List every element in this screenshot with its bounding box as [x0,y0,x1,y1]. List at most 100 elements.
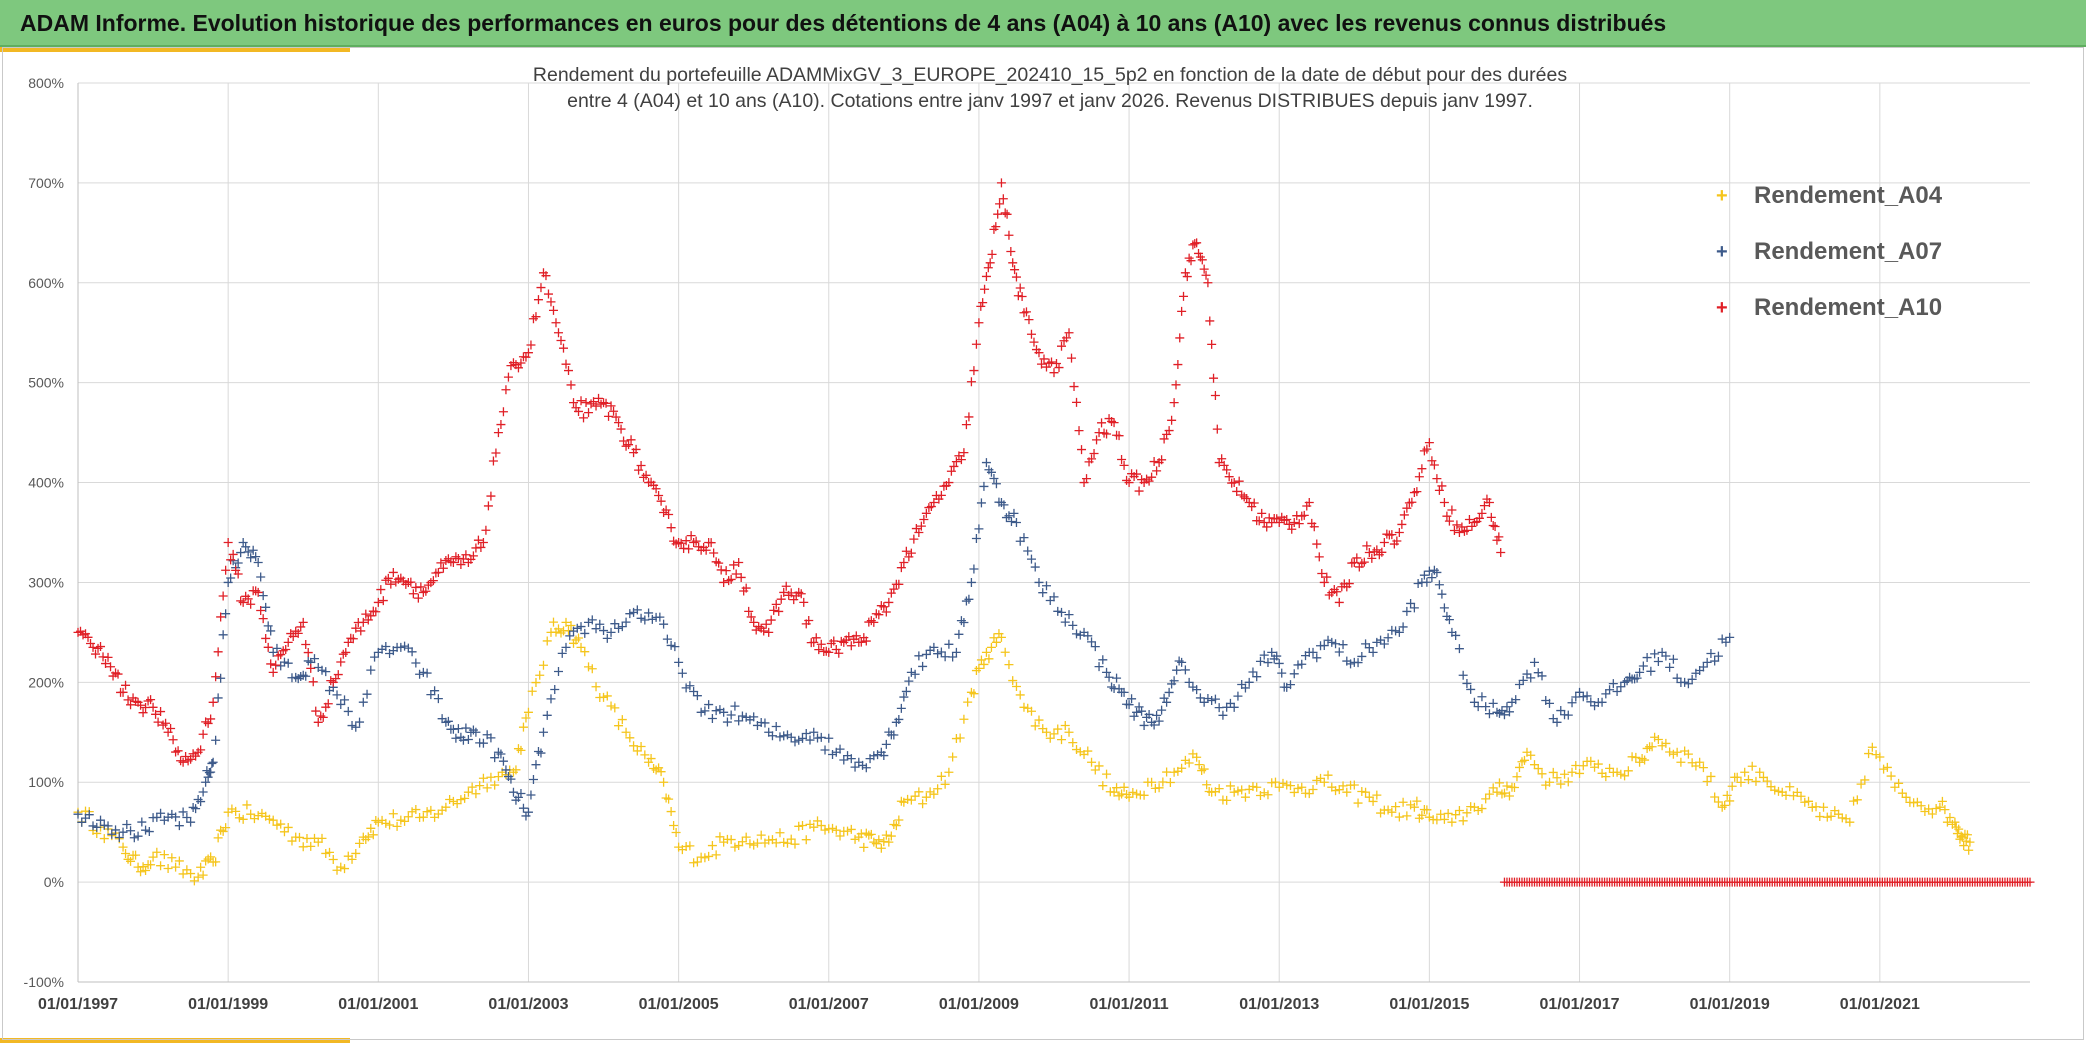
point-a10 [523,348,533,358]
point-a07 [1308,647,1318,657]
point-a10 [271,660,281,670]
point-a10 [168,735,178,745]
point-a04 [1270,777,1280,787]
point-a10 [1359,557,1369,567]
point-a07 [1638,661,1648,671]
point-a04 [1222,795,1232,805]
point-a10 [1274,518,1284,528]
point-a10 [1222,465,1232,475]
point-a04 [126,856,136,866]
point-a04 [1225,781,1235,791]
point-a04 [1282,780,1292,790]
point-a04 [1702,777,1712,787]
point-a07 [659,619,669,629]
point-a07 [999,500,1009,510]
point-a07 [981,458,991,468]
point-a10 [1117,454,1127,464]
point-a07 [1394,627,1404,637]
point-a04 [1034,715,1044,725]
point-a04 [963,697,973,707]
point-a10 [1262,522,1272,532]
point-a10 [1464,514,1474,524]
point-a10 [969,366,979,376]
point-a07 [1687,674,1697,684]
point-a07 [426,690,436,700]
point-a10 [1379,537,1389,547]
point-a04 [467,782,477,792]
point-a10 [266,659,276,669]
point-a07 [1462,678,1472,688]
point-a10 [856,637,866,647]
point-a10 [666,523,676,533]
point-a04 [1372,790,1382,800]
point-a04 [1815,812,1825,822]
point-a04 [1860,775,1870,785]
point-a04 [246,809,256,819]
point-a04 [846,824,856,834]
point-a10 [258,614,268,624]
point-a04 [1259,788,1269,798]
point-a04 [969,689,979,699]
point-a10 [436,558,446,568]
point-a10 [438,563,448,573]
point-a10 [186,754,196,764]
point-a10 [281,645,291,655]
point-a10 [553,328,563,338]
point-a04 [418,812,428,822]
point-a10 [1152,466,1162,476]
point-a04 [1526,750,1536,760]
point-a07 [779,731,789,741]
point-a04 [1710,792,1720,802]
point-a10 [706,538,716,548]
point-a07 [501,765,511,775]
point-a10 [216,612,226,622]
point-a04 [1736,777,1746,787]
point-a10 [213,647,223,657]
legend-marker-a07: + [1716,240,1728,263]
point-a04 [521,713,531,723]
point-a07 [1240,683,1250,693]
point-a10 [243,594,253,604]
point-a07 [1353,658,1363,668]
accent-bar-bottom [0,1038,350,1043]
point-a04 [1011,681,1021,691]
point-a04 [152,847,162,857]
point-a04 [1488,783,1498,793]
point-a10 [609,406,619,416]
point-a07 [974,524,984,534]
x-tick-label: 01/01/2019 [1690,996,1770,1013]
point-a10 [333,670,343,680]
y-tick-label: -100% [24,974,64,990]
point-a10 [1026,329,1036,339]
point-a04 [1278,778,1288,788]
point-a04 [749,840,759,850]
point-a07 [1721,637,1731,647]
point-a04 [148,852,158,862]
point-a04 [1940,805,1950,815]
point-a10 [1437,481,1447,491]
chart-title-line-1: Rendement du portefeuille ADAMMixGV_3_EU… [532,64,1568,86]
point-a10 [126,700,136,710]
point-a07 [1575,687,1585,697]
point-a10 [413,593,423,603]
point-a07 [1060,617,1070,627]
point-a04 [1124,792,1134,802]
point-a04 [734,841,744,851]
point-a07 [1586,697,1596,707]
point-a07 [933,649,943,659]
point-a04 [1349,780,1359,790]
point-a07 [964,594,974,604]
point-a10 [936,490,946,500]
point-a07 [443,716,453,726]
point-a07 [644,608,654,618]
point-a10 [261,633,271,643]
point-a04 [1098,781,1108,791]
point-a04 [636,742,646,752]
point-a10 [1232,486,1242,496]
point-a07 [1661,651,1671,661]
point-a04 [1856,779,1866,789]
point-a10 [1284,519,1294,529]
point-a10 [1087,454,1097,464]
point-a10 [691,536,701,546]
point-a04 [321,848,331,858]
